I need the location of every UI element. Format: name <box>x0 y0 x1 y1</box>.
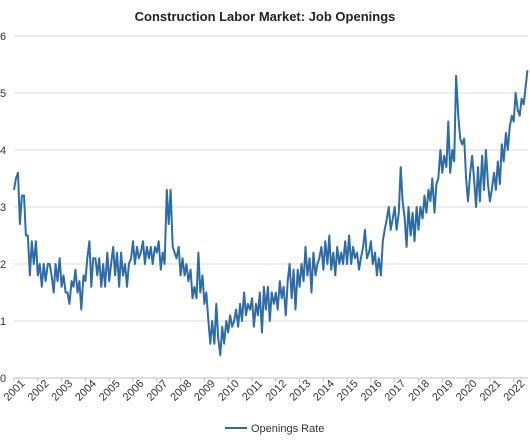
y-tick-label: 2 <box>0 259 6 271</box>
y-tick-label: 1 <box>0 316 6 328</box>
legend-label: Openings Rate <box>251 423 324 435</box>
y-tick-label: 4 <box>0 145 6 157</box>
x-tick-label: 2004 <box>73 378 99 404</box>
x-tick-label: 2022 <box>502 378 528 404</box>
x-tick-label: 2006 <box>121 378 147 404</box>
x-tick-label: 2002 <box>26 378 52 404</box>
x-tick-label: 2017 <box>383 378 409 404</box>
x-tick-label: 2007 <box>145 378 171 404</box>
y-tick-label: 6 <box>0 31 6 43</box>
x-tick-label: 2020 <box>454 378 480 404</box>
x-tick-label: 2005 <box>97 378 123 404</box>
x-tick-label: 2018 <box>406 378 432 404</box>
x-axis-tick-labels: 2001200220032004200520062007200820092010… <box>2 378 528 404</box>
chart-title: Construction Labor Market: Job Openings <box>135 9 396 24</box>
x-tick-label: 2008 <box>168 378 194 404</box>
y-tick-label: 0 <box>0 373 6 385</box>
y-tick-label: 5 <box>0 88 6 100</box>
series-layer <box>13 70 529 357</box>
x-tick-label: 2021 <box>478 378 504 404</box>
axes <box>13 377 528 382</box>
x-tick-label: 2019 <box>430 378 456 404</box>
legend: Openings Rate <box>225 423 324 435</box>
x-tick-label: 2013 <box>287 378 313 404</box>
y-tick-label: 3 <box>0 202 6 214</box>
x-tick-label: 2003 <box>49 378 75 404</box>
series-line-openings-rate <box>13 70 529 357</box>
x-tick-label: 2010 <box>216 378 242 404</box>
x-tick-label: 2014 <box>311 378 337 404</box>
x-tick-label: 2009 <box>192 378 218 404</box>
y-axis-tick-labels: 0 1 2 3 4 5 6 <box>0 31 6 385</box>
x-tick-label: 2015 <box>335 378 361 404</box>
x-tick-label: 2012 <box>264 378 290 404</box>
x-tick-label: 2011 <box>240 378 265 403</box>
x-tick-label: 2016 <box>359 378 385 404</box>
